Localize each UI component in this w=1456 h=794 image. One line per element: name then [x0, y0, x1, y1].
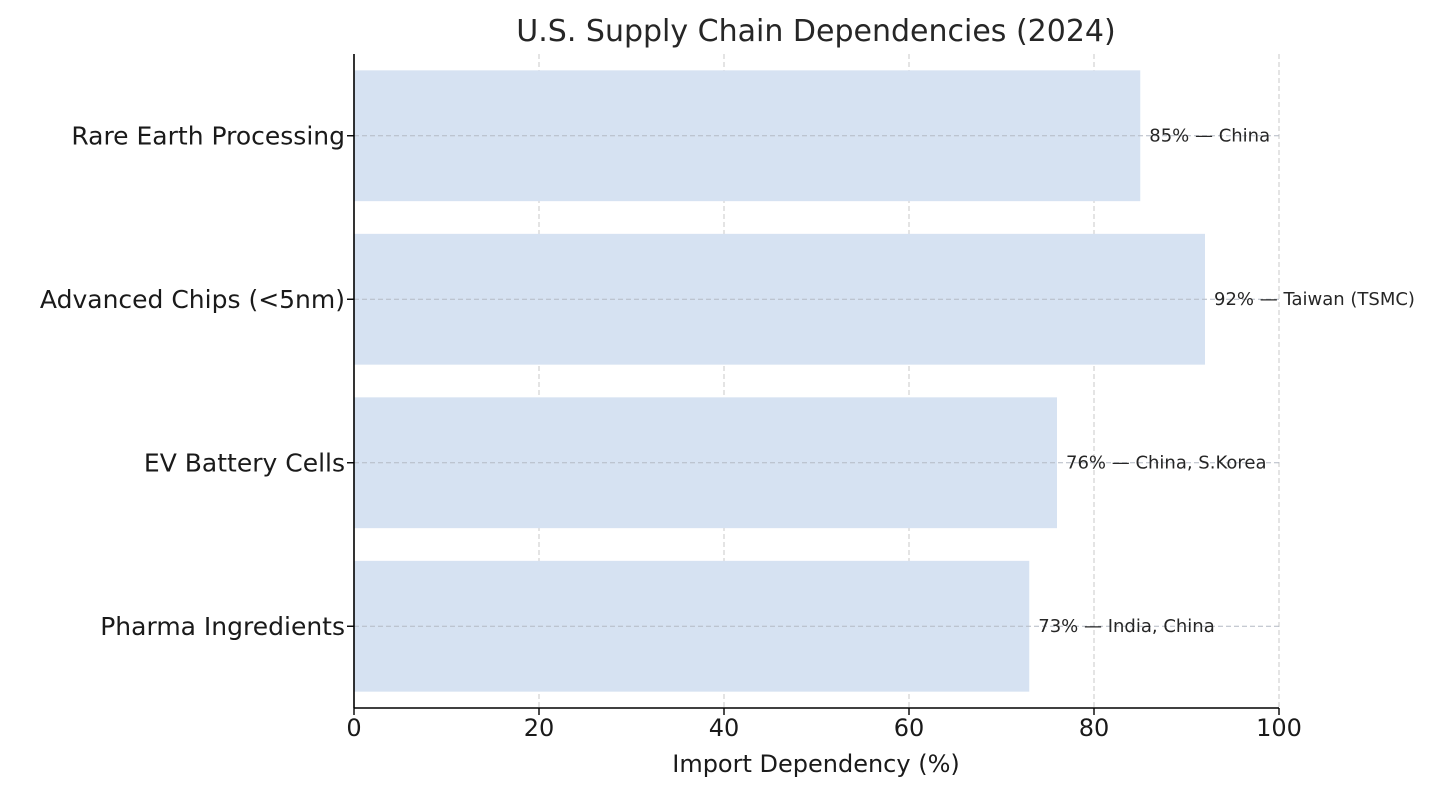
x-tick-label: 60	[894, 714, 925, 742]
x-ticks-layer: 0 20 40 60 80 100	[346, 708, 1302, 742]
x-tick-label: 40	[709, 714, 740, 742]
x-tick-label: 100	[1256, 714, 1302, 742]
chart-title: U.S. Supply Chain Dependencies (2024)	[516, 14, 1115, 49]
data-label: 76% — China, S.Korea	[1066, 452, 1267, 473]
bars-layer	[354, 70, 1205, 692]
category-label: Advanced Chips (<5nm)	[40, 285, 345, 314]
x-tick-label: 20	[524, 714, 555, 742]
category-grid-layer	[354, 135, 1279, 627]
category-label: Pharma Ingredients	[100, 612, 345, 641]
x-tick-label: 80	[1079, 714, 1110, 742]
category-labels-layer: Rare Earth Processing Advanced Chips (<5n…	[40, 121, 345, 641]
data-label: 85% — China	[1149, 125, 1270, 146]
data-label: 73% — India, China	[1038, 616, 1214, 637]
data-labels-layer: 85% — China 92% — Taiwan (TSMC) 76% — Chin…	[1038, 125, 1415, 637]
x-axis-label: Import Dependency (%)	[672, 750, 960, 778]
data-label: 92% — Taiwan (TSMC)	[1214, 289, 1415, 310]
category-label: Rare Earth Processing	[71, 121, 345, 150]
axes-layer	[347, 54, 1279, 709]
category-label: EV Battery Cells	[144, 448, 345, 477]
x-tick-label: 0	[346, 714, 361, 742]
